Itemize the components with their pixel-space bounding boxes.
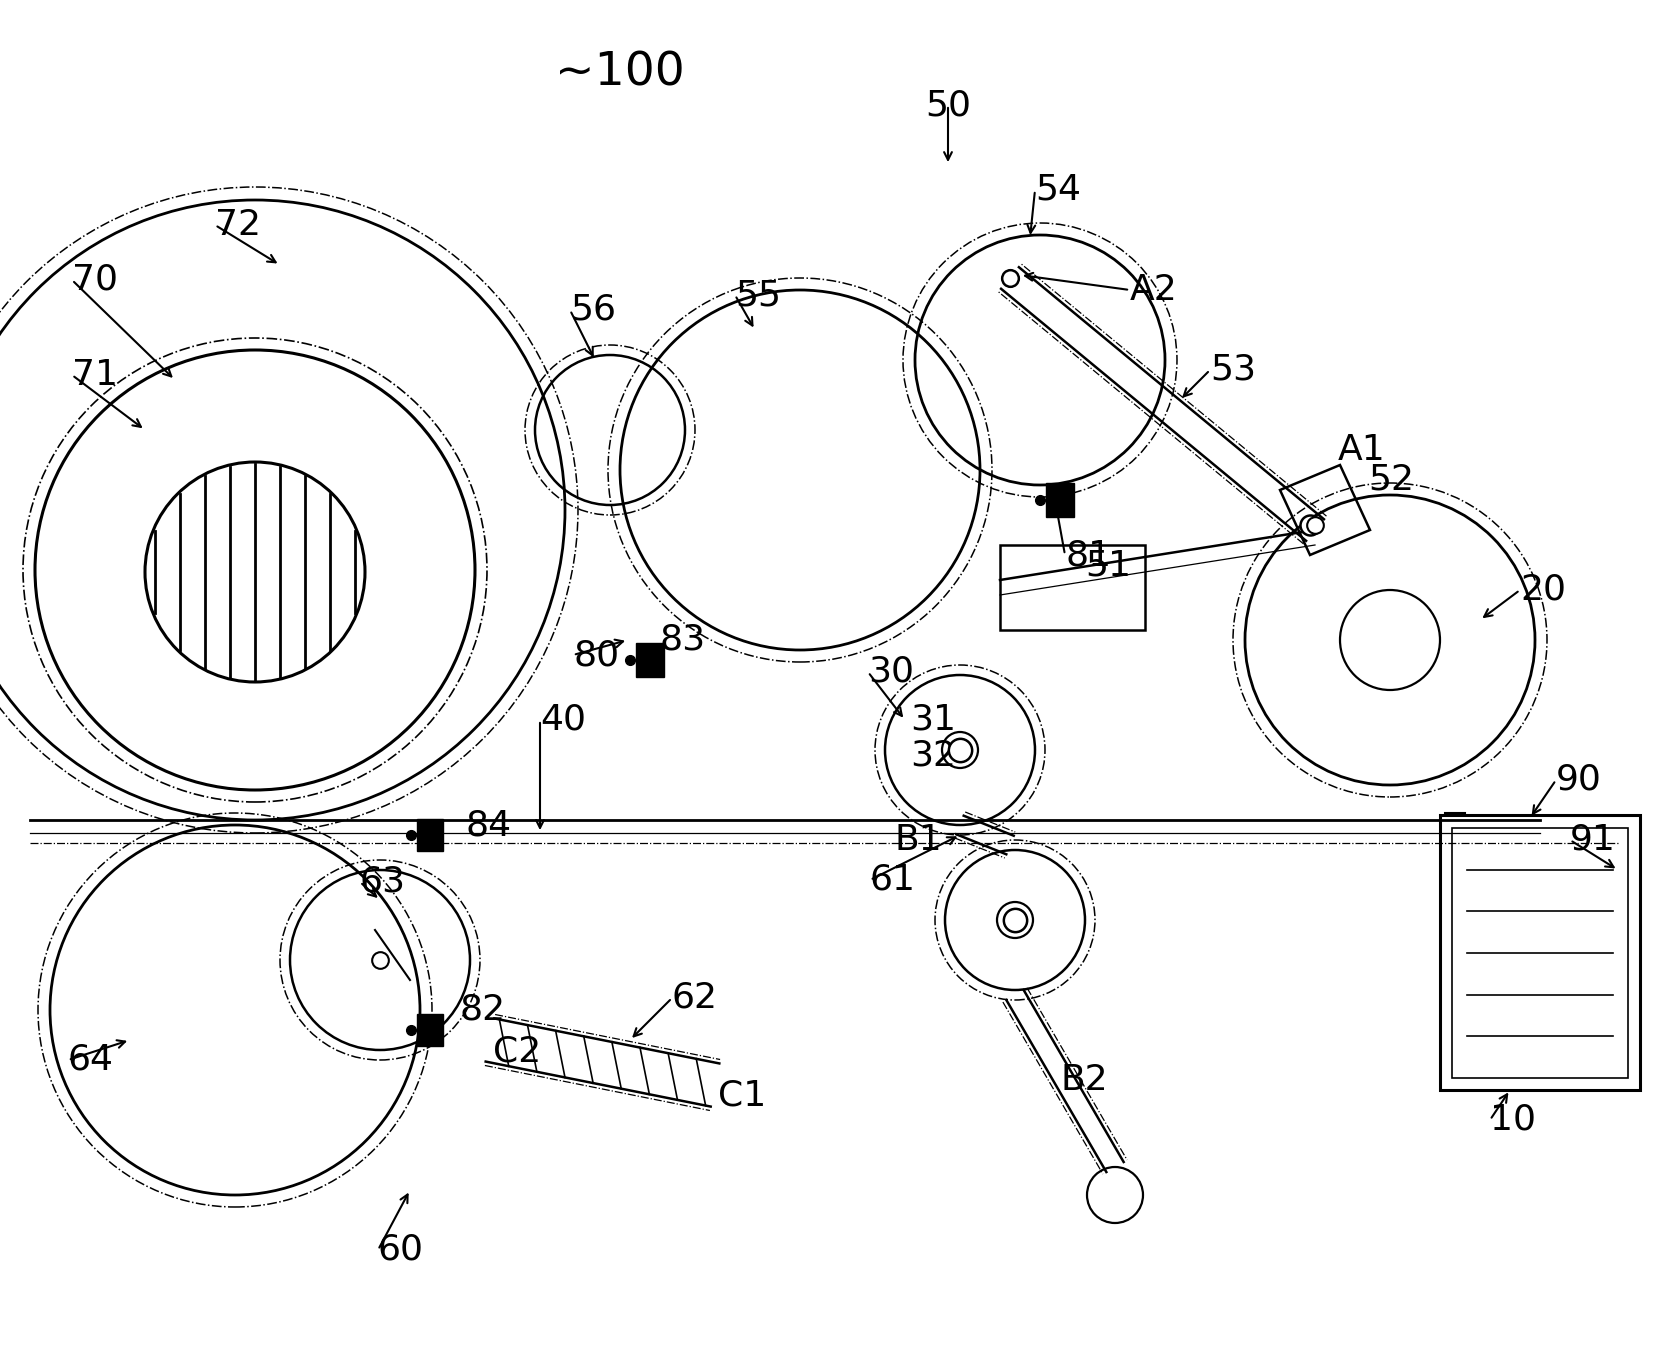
Bar [1439,815,1641,1090]
Text: 32: 32 [910,739,957,773]
Text: C2: C2 [493,1036,541,1068]
Text: 56: 56 [571,293,616,327]
Text: 82: 82 [459,993,506,1027]
Polygon shape [636,643,664,677]
Text: 51: 51 [1085,549,1132,581]
Text: C1: C1 [717,1078,765,1112]
Text: 54: 54 [1035,172,1082,207]
Text: A1: A1 [1338,434,1386,466]
Text: A2: A2 [1130,274,1178,306]
Text: 90: 90 [1556,763,1602,798]
Bar [1453,828,1627,1078]
Text: 52: 52 [1368,462,1414,497]
Text: 40: 40 [541,703,586,737]
Text: 72: 72 [215,208,261,242]
Text: 83: 83 [661,622,706,657]
Text: 80: 80 [572,637,619,672]
Text: 50: 50 [925,88,972,122]
Text: 91: 91 [1571,824,1616,856]
Text: 61: 61 [870,863,915,897]
Text: 20: 20 [1519,573,1566,607]
Text: 60: 60 [378,1233,424,1267]
Text: 31: 31 [910,703,957,737]
Text: 81: 81 [1065,538,1112,572]
Text: 71: 71 [72,358,118,393]
Text: 53: 53 [1210,353,1256,387]
Text: 62: 62 [672,981,717,1015]
Text: 84: 84 [464,808,511,841]
Polygon shape [418,819,443,851]
Bar [1000,544,1145,631]
Polygon shape [1047,483,1073,517]
Text: B1: B1 [895,824,942,856]
Text: ~100: ~100 [556,51,686,94]
Text: 64: 64 [68,1042,115,1077]
Text: 30: 30 [869,655,914,689]
Text: 63: 63 [359,865,406,899]
Text: 10: 10 [1489,1103,1536,1137]
Text: 55: 55 [735,278,780,312]
Text: B2: B2 [1060,1063,1108,1097]
Polygon shape [418,1014,443,1047]
Text: 70: 70 [72,263,118,297]
